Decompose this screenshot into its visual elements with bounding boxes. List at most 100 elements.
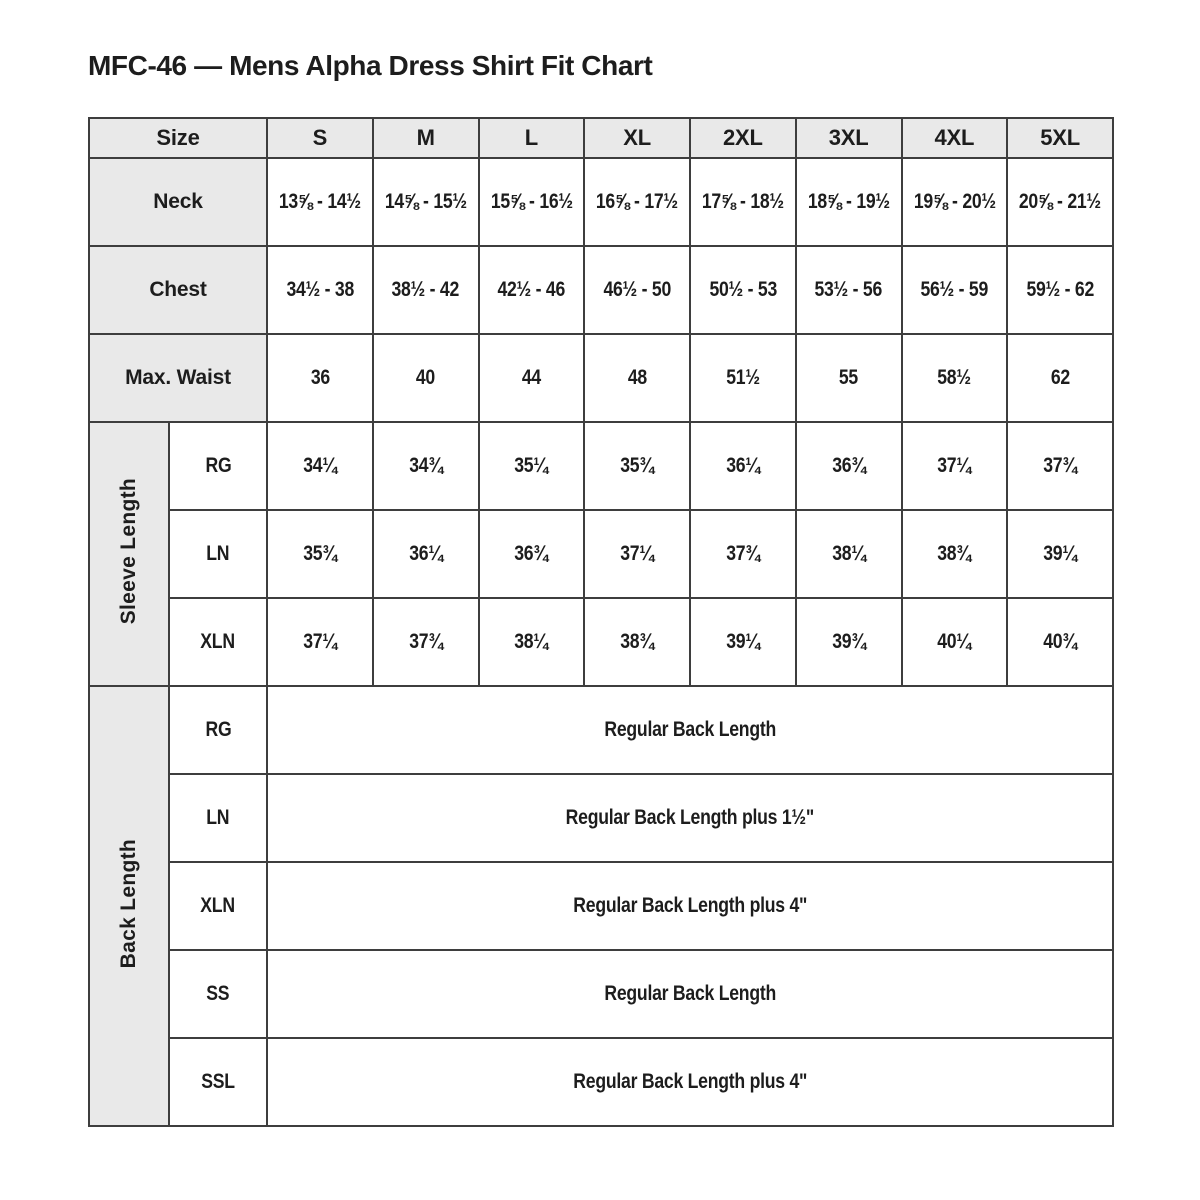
- cell-value: 36: [310, 366, 330, 389]
- sleeve-rg-value-2xl: 36¼: [689, 421, 797, 511]
- sleeve-rg-row: Sleeve Length RG 34¼ 34¾ 35¼ 35¾ 36¼ 36¾…: [88, 421, 1115, 687]
- col-header-4xl: 4XL: [900, 117, 1009, 159]
- row-code: SS: [206, 982, 230, 1005]
- col-header-s: S: [266, 117, 374, 159]
- col-header-2xl: 2XL: [689, 117, 797, 159]
- sleeve-length-vertical-label: Sleeve Length: [117, 478, 140, 625]
- back-rg-row: Back Length RG Regular Back Length: [88, 685, 1115, 1127]
- sleeve-ln-value-3xl: 38¼: [794, 509, 903, 599]
- cell-value: Regular Back Length plus 1½": [565, 806, 815, 829]
- cell-value: Regular Back Length: [604, 982, 776, 1005]
- sleeve-ln-value-4xl: 38¾: [900, 509, 1009, 599]
- neck-row: Neck 13⅝ - 14½ 14⅝ - 15½ 15⅝ - 16½ 16⅝ -…: [87, 157, 1115, 247]
- cell-value: 19⅝ - 20½: [913, 190, 996, 213]
- page-title: MFC-46 — Mens Alpha Dress Shirt Fit Char…: [88, 50, 653, 81]
- row-code: XLN: [200, 630, 236, 653]
- chest-value-xl: 46½ - 50: [583, 245, 692, 335]
- chest-value-3xl: 53½ - 56: [794, 245, 903, 335]
- row-code: RG: [205, 454, 231, 477]
- header-row: Size S M L XL 2XL 3XL 4XL 5XL: [87, 117, 1115, 159]
- sleeve-ln-value-5xl: 39¼: [1006, 509, 1115, 599]
- chest-value-m: 38½ - 42: [371, 245, 480, 335]
- waist-value-3xl: 55: [794, 333, 903, 423]
- cell-value: 37¼: [303, 630, 337, 653]
- cell-value: 58½: [937, 366, 972, 389]
- row-code: RG: [205, 718, 231, 741]
- cell-value: 37¾: [1043, 454, 1077, 477]
- sleeve-xln-value-3xl: 39¾: [794, 597, 903, 687]
- waist-value-5xl: 62: [1006, 333, 1115, 423]
- sleeve-xln-value-s: 37¼: [266, 597, 374, 687]
- row-label-chest: Chest: [87, 245, 269, 335]
- sleeve-ln-value-xl: 37¼: [583, 509, 692, 599]
- back-ssl-row: SSL Regular Back Length plus 4": [89, 1037, 1115, 1127]
- row-code: LN: [206, 542, 230, 565]
- sleeve-xln-row: XLN 37¼ 37¾ 38¼ 38¾ 39¼ 39¾ 40¼ 40¾: [89, 597, 1115, 687]
- neck-value-l: 15⅝ - 16½: [477, 157, 586, 247]
- col-header-l: L: [477, 117, 586, 159]
- cell-value: 36¾: [831, 454, 866, 477]
- back-code-ssl: SSL: [167, 1037, 269, 1127]
- cell-value: Regular Back Length plus 4": [573, 1070, 807, 1093]
- chest-value-4xl: 56½ - 59: [900, 245, 1009, 335]
- neck-value-4xl: 19⅝ - 20½: [900, 157, 1009, 247]
- cell-value: 40¼: [937, 630, 972, 653]
- cell-value: 37¼: [937, 454, 972, 477]
- sleeve-xln-value-4xl: 40¼: [900, 597, 1009, 687]
- cell-value: 62: [1050, 366, 1070, 389]
- cell-value: 39¾: [831, 630, 866, 653]
- cell-value: 20⅝ - 21½: [1019, 190, 1102, 213]
- back-ln-row: LN Regular Back Length plus 1½": [89, 773, 1115, 863]
- neck-value-s: 13⅝ - 14½: [266, 157, 374, 247]
- chest-value-5xl: 59½ - 62: [1006, 245, 1115, 335]
- cell-value: 16⅝ - 17½: [596, 190, 679, 213]
- cell-value: 42½ - 46: [497, 278, 566, 301]
- cell-value: 56½ - 59: [920, 278, 989, 301]
- cell-value: 38¾: [620, 630, 654, 653]
- sleeve-ln-value-s: 35¾: [266, 509, 374, 599]
- cell-value: 37¾: [726, 542, 760, 565]
- cell-value: 36¼: [726, 454, 760, 477]
- sleeve-rg-value-4xl: 37¼: [900, 421, 1009, 511]
- neck-value-3xl: 18⅝ - 19½: [794, 157, 903, 247]
- col-header-3xl: 3XL: [794, 117, 903, 159]
- cell-value: 13⅝ - 14½: [278, 190, 361, 213]
- sleeve-ln-value-2xl: 37¾: [689, 509, 797, 599]
- row-label-max-waist: Max. Waist: [87, 333, 269, 423]
- row-code: XLN: [200, 894, 236, 917]
- sleeve-xln-value-l: 38¼: [477, 597, 586, 687]
- neck-value-2xl: 17⅝ - 18½: [689, 157, 797, 247]
- cell-value: 17⅝ - 18½: [701, 190, 784, 213]
- back-code-ss: SS: [167, 949, 269, 1039]
- cell-value: 14⅝ - 15½: [384, 190, 467, 213]
- sleeve-xln-value-5xl: 40¾: [1006, 597, 1115, 687]
- back-xln-value: Regular Back Length plus 4": [266, 861, 1115, 951]
- back-rg-value: Regular Back Length: [266, 685, 1115, 775]
- waist-value-m: 40: [371, 333, 480, 423]
- sleeve-code-rg: RG: [167, 421, 269, 511]
- cell-value: 51½: [726, 366, 760, 389]
- col-header-5xl: 5XL: [1006, 117, 1115, 159]
- cell-value: Regular Back Length: [604, 718, 776, 741]
- back-code-xln: XLN: [167, 861, 269, 951]
- cell-value: 38¾: [937, 542, 972, 565]
- back-ss-row: SS Regular Back Length: [89, 949, 1115, 1039]
- back-ssl-value: Regular Back Length plus 4": [266, 1037, 1115, 1127]
- sleeve-code-xln: XLN: [167, 597, 269, 687]
- waist-value-xl: 48: [583, 333, 692, 423]
- row-label-neck: Neck: [87, 157, 269, 247]
- cell-value: 44: [521, 366, 541, 389]
- cell-value: 40: [416, 366, 436, 389]
- cell-value: 34¼: [303, 454, 337, 477]
- sleeve-xln-value-2xl: 39¼: [689, 597, 797, 687]
- sleeve-rg-value-m: 34¾: [371, 421, 480, 511]
- cell-value: 35¼: [514, 454, 549, 477]
- back-xln-row: XLN Regular Back Length plus 4": [89, 861, 1115, 951]
- sleeve-rg-value-5xl: 37¾: [1006, 421, 1115, 511]
- cell-value: 59½ - 62: [1026, 278, 1094, 301]
- sleeve-length-section-label: Sleeve Length: [88, 421, 170, 687]
- sleeve-ln-value-l: 36¾: [477, 509, 586, 599]
- cell-value: 34½ - 38: [286, 278, 354, 301]
- cell-value: 48: [627, 366, 647, 389]
